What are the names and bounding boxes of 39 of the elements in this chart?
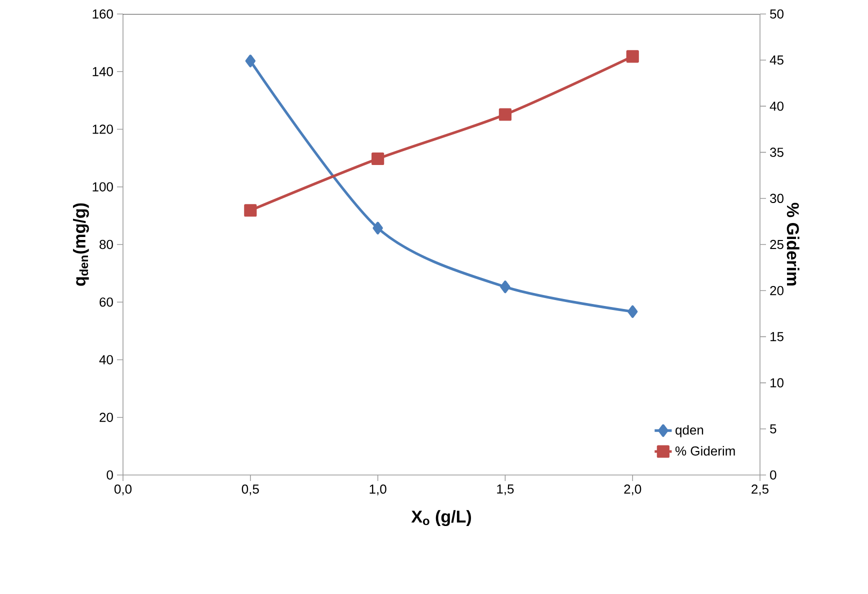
- x-tick-label: 1,0: [370, 484, 386, 496]
- y2-tick-label: 25: [770, 240, 784, 250]
- y-tick-label: 160: [92, 9, 113, 19]
- x-tick-label: 0,0: [114, 484, 132, 496]
- point: [245, 54, 256, 68]
- y-tick-label: 140: [92, 67, 113, 76]
- point: [498, 108, 512, 121]
- y2-tick-label: 5: [770, 424, 776, 434]
- y2-tick-label: 15: [770, 332, 784, 342]
- y-tick-label: 40: [99, 355, 113, 364]
- point: [626, 50, 639, 63]
- point: [372, 222, 383, 234]
- x-tick-label: 1,5: [497, 484, 514, 496]
- point: [372, 152, 384, 166]
- y2-tick-label: 35: [770, 148, 784, 157]
- x-tick-label: 2,5: [752, 484, 768, 496]
- y2-tick-label: 0: [770, 470, 776, 480]
- point: [500, 280, 510, 294]
- legend-label: % Giderim: [675, 446, 735, 456]
- y-tick-label: 120: [92, 124, 113, 134]
- y2-tick-label: 40: [770, 102, 784, 111]
- point: [628, 305, 638, 318]
- y-tick-label: 60: [100, 298, 113, 307]
- point: [244, 204, 257, 217]
- x-axis-title: X$_{o}$ (g/L): [411, 510, 471, 526]
- y2-tick-label: 10: [770, 378, 784, 388]
- y-tick-label: 100: [92, 182, 113, 192]
- x-tick-label: 0,5: [242, 484, 259, 496]
- y2-tick-label: 45: [770, 56, 784, 65]
- x-tick-label: 2,0: [624, 484, 642, 496]
- y-tick-label: 0: [106, 470, 113, 480]
- legend-label: qden: [676, 425, 704, 438]
- y2-axis-title: % Giderim: [786, 202, 800, 286]
- y2-tick-label: 20: [770, 286, 784, 296]
- y-axis-title: q$_{den}$(mg/g): [73, 203, 89, 286]
- y-tick-label: 80: [100, 240, 113, 250]
- y2-tick-label: 30: [770, 194, 784, 203]
- y2-tick-label: 50: [770, 9, 784, 19]
- y-tick-label: 20: [100, 412, 113, 422]
